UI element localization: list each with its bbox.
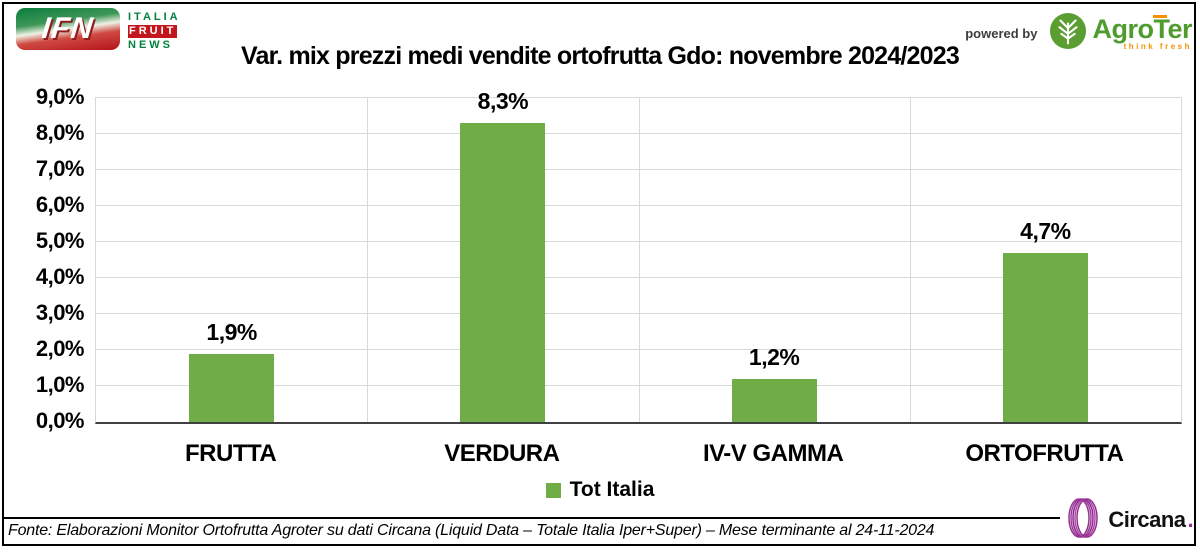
powered-by-block: powered by AgroTer think fresh: [965, 12, 1192, 55]
ifn-logo: IFN ITALIA FRUIT NEWS: [16, 8, 181, 52]
circana-period: .: [1187, 507, 1194, 532]
vertical-gridline: [367, 98, 369, 422]
plot-area: 1,9% 8,3% 1,2% 4,7%: [95, 88, 1182, 424]
bar-ortofrutta: [1002, 252, 1088, 422]
circana-swirl-icon: [1066, 495, 1106, 546]
bar-value-label: 8,3%: [477, 88, 529, 115]
y-axis-tick-label: 7,0%: [35, 156, 85, 181]
y-axis-tick-label: 4,0%: [35, 264, 85, 289]
agroter-wordmark: AgroTer think fresh: [1092, 14, 1192, 52]
bar-iv-v gamma: [731, 378, 817, 422]
vertical-gridline: [909, 98, 911, 422]
chart-title: Var. mix prezzi medi vendite ortofrutta …: [241, 42, 960, 70]
circana-logo: Circana .: [1066, 496, 1194, 544]
category-label: ORTOFRUTTA: [965, 440, 1124, 467]
category-label: VERDURA: [444, 440, 560, 467]
circana-wordmark: Circana: [1108, 507, 1186, 532]
x-axis-category-labels: FRUTTA VERDURA IV-V GAMMA ORTOFRUTTA: [95, 440, 1180, 470]
ifn-word-news: NEWS: [128, 39, 173, 51]
bar-value-label: 1,9%: [206, 318, 257, 345]
y-axis-tick-label: 2,0%: [35, 336, 85, 361]
ifn-monogram: IFN: [40, 12, 96, 45]
bar-frutta: [189, 353, 275, 422]
y-axis-tick-label: 6,0%: [35, 192, 85, 217]
y-axis-tick-label: 0,0%: [35, 408, 85, 433]
y-axis-tick-label: 3,0%: [35, 300, 85, 325]
y-axis-tick-label: 5,0%: [35, 228, 85, 253]
category-label: FRUTTA: [185, 440, 277, 467]
y-axis-tick-label: 8,0%: [35, 120, 85, 145]
source-note: Fonte: Elaborazioni Monitor Ortofrutta A…: [8, 522, 935, 539]
bar-value-label: 4,7%: [1020, 217, 1071, 244]
agroter-logo: AgroTer think fresh: [1049, 12, 1192, 55]
agroter-tree-icon: [1049, 12, 1087, 55]
ifn-logo-badge: IFN: [16, 8, 120, 50]
agroter-name: AgroTer: [1092, 14, 1192, 44]
bar-verdura: [460, 123, 546, 422]
y-axis-tick-label: 1,0%: [35, 372, 85, 397]
powered-by-label: powered by: [965, 26, 1038, 41]
chart-legend: Tot Italia: [0, 478, 1200, 502]
ifn-word-fruit: FRUIT: [128, 25, 178, 38]
legend-swatch: [545, 482, 561, 498]
ifn-word-italia: ITALIA: [128, 11, 181, 23]
y-axis-tick-labels: 0,0% 1,0% 2,0% 3,0% 4,0% 5,0% 6,0% 7,0% 8,0% 9,0%: [0, 84, 85, 433]
legend-label: Tot Italia: [569, 478, 655, 501]
bar-value-label: 1,2%: [748, 343, 800, 370]
ifn-wordmark: ITALIA FRUIT NEWS: [128, 8, 181, 52]
footer-divider: [4, 517, 1060, 519]
category-label: IV-V GAMMA: [702, 440, 844, 467]
vertical-gridline: [638, 98, 640, 422]
agroter-tagline: think fresh: [1123, 42, 1192, 51]
y-axis-tick-label: 9,0%: [35, 84, 85, 109]
